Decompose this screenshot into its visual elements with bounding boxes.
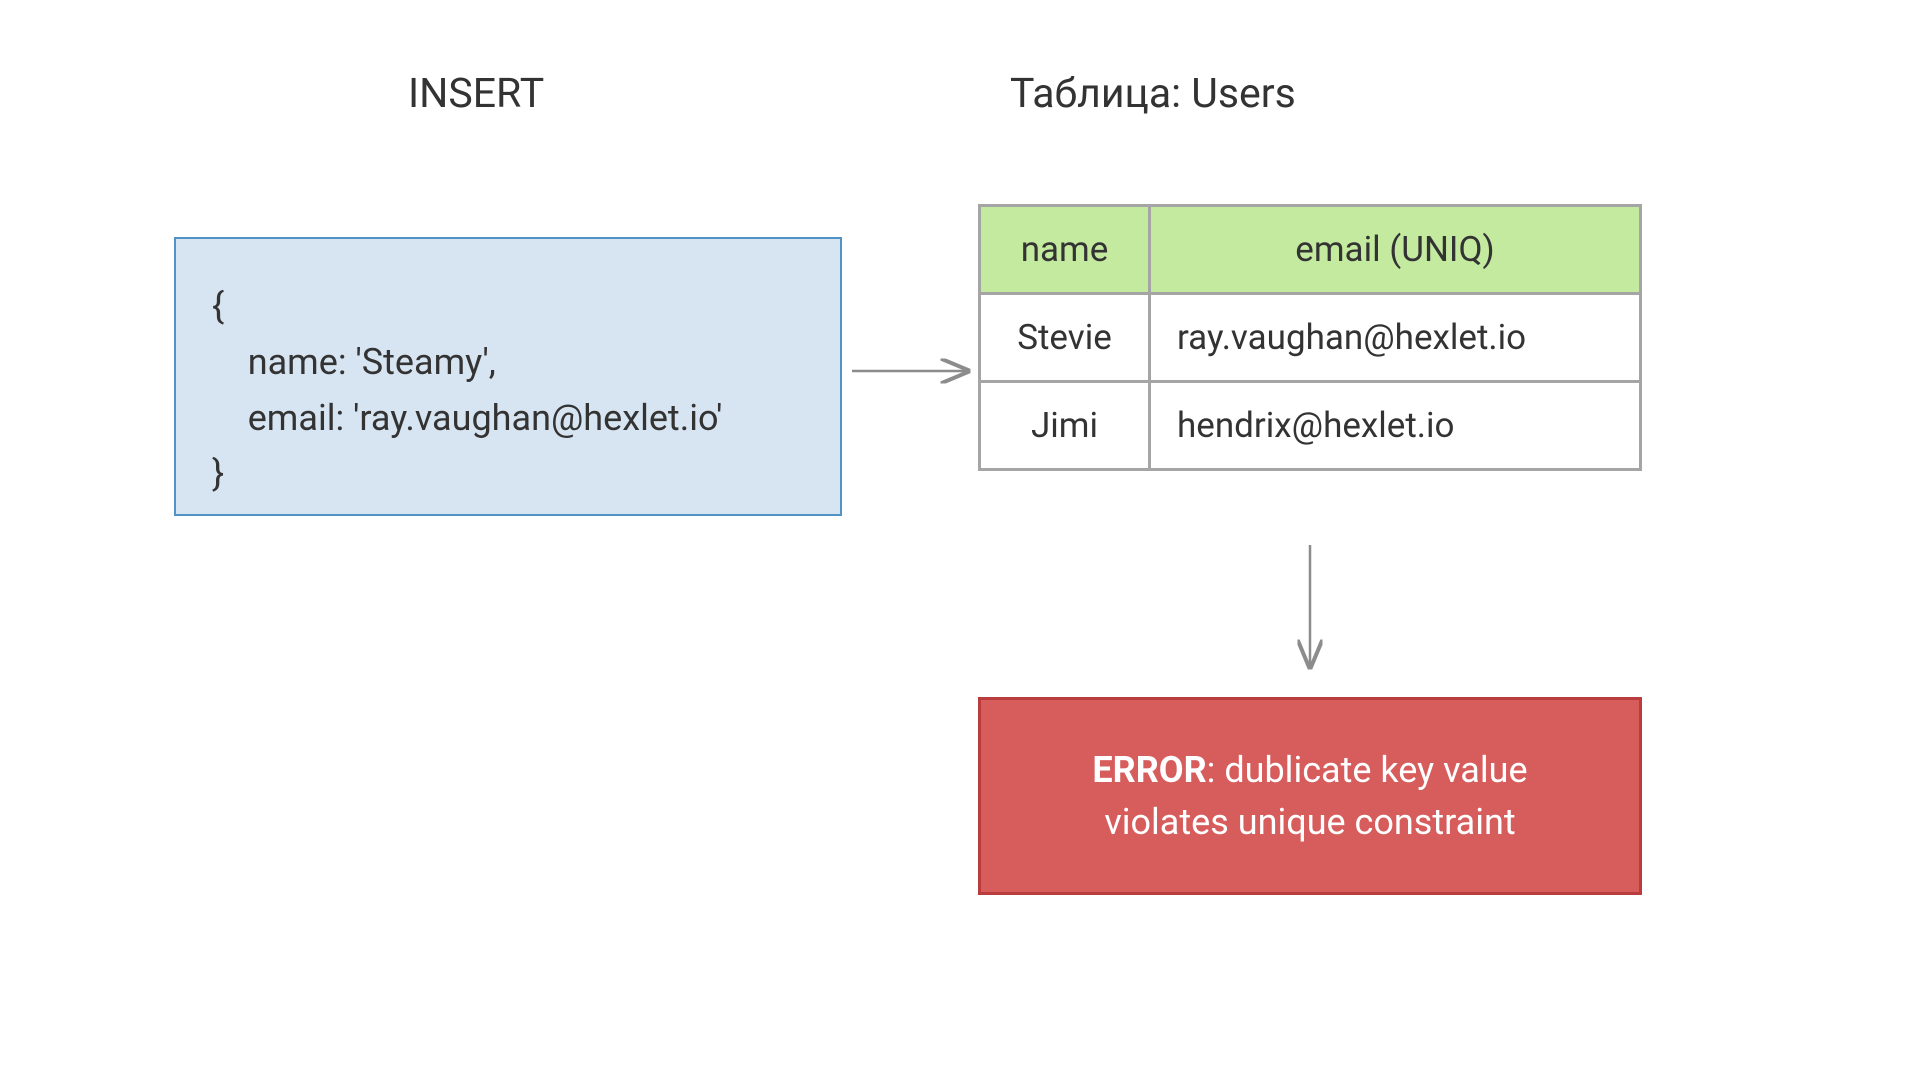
arrow-insert-to-table	[0, 0, 1920, 1080]
